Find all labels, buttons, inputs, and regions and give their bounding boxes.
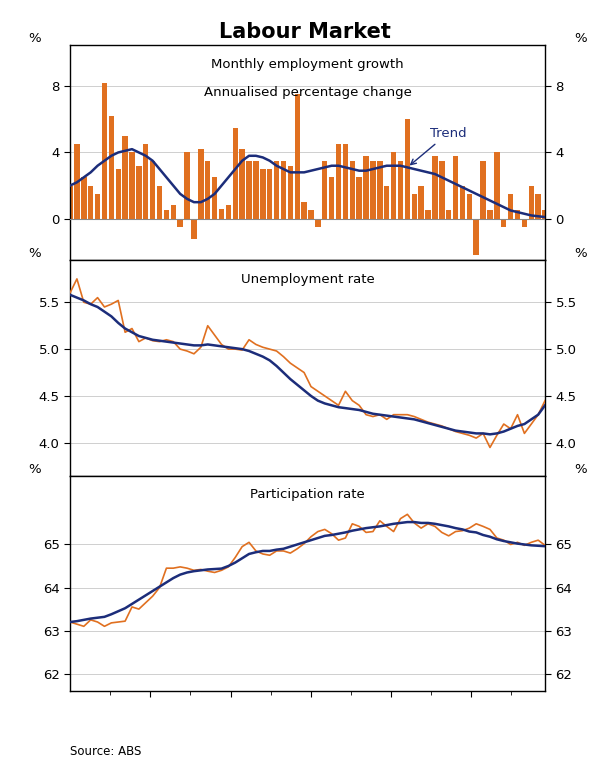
Text: Annualised percentage change: Annualised percentage change bbox=[203, 86, 412, 99]
Bar bbox=[198, 149, 203, 218]
Bar bbox=[535, 194, 541, 218]
Bar bbox=[350, 161, 355, 218]
Bar bbox=[205, 161, 211, 218]
Bar bbox=[260, 169, 266, 218]
Bar bbox=[494, 153, 499, 218]
Bar bbox=[219, 208, 224, 218]
Bar bbox=[418, 185, 424, 218]
Bar bbox=[460, 185, 465, 218]
Bar bbox=[81, 178, 86, 218]
Bar bbox=[253, 161, 259, 218]
Bar bbox=[116, 169, 121, 218]
Text: Participation rate: Participation rate bbox=[250, 489, 365, 502]
Bar bbox=[68, 185, 72, 218]
Bar bbox=[150, 161, 155, 218]
Bar bbox=[377, 161, 382, 218]
Text: Labour Market: Labour Market bbox=[219, 22, 390, 42]
Bar bbox=[287, 166, 293, 218]
Bar bbox=[439, 161, 445, 218]
Bar bbox=[481, 161, 486, 218]
Bar bbox=[308, 211, 314, 218]
Bar bbox=[336, 144, 341, 218]
Bar bbox=[177, 218, 183, 227]
Text: Seasonally adjusted: Seasonally adjusted bbox=[199, 286, 332, 299]
Bar bbox=[384, 185, 389, 218]
Bar bbox=[398, 161, 403, 218]
Bar bbox=[329, 178, 334, 218]
Bar bbox=[522, 218, 527, 227]
Bar bbox=[164, 211, 169, 218]
Bar bbox=[412, 194, 417, 218]
Bar bbox=[515, 211, 520, 218]
Bar bbox=[191, 218, 197, 239]
Text: %: % bbox=[28, 462, 41, 476]
Bar bbox=[529, 185, 534, 218]
Bar bbox=[233, 127, 238, 218]
Text: %: % bbox=[574, 462, 587, 476]
Bar bbox=[543, 211, 547, 218]
Bar bbox=[508, 194, 513, 218]
Bar bbox=[212, 178, 217, 218]
Bar bbox=[95, 194, 100, 218]
Bar bbox=[157, 185, 162, 218]
Bar bbox=[122, 136, 128, 218]
Bar bbox=[281, 161, 286, 218]
Bar bbox=[432, 156, 438, 218]
Text: Source: ABS: Source: ABS bbox=[70, 745, 141, 758]
Bar bbox=[322, 161, 328, 218]
Bar bbox=[446, 211, 451, 218]
Bar bbox=[88, 185, 93, 218]
Bar bbox=[129, 153, 135, 218]
Bar bbox=[343, 144, 348, 218]
Bar bbox=[404, 120, 410, 218]
Text: Trend: Trend bbox=[410, 127, 466, 164]
Bar bbox=[185, 153, 190, 218]
Text: %: % bbox=[28, 247, 41, 260]
Bar bbox=[425, 211, 431, 218]
Bar bbox=[136, 166, 142, 218]
Bar bbox=[171, 205, 176, 218]
Bar bbox=[274, 161, 280, 218]
Bar bbox=[466, 194, 472, 218]
Bar bbox=[143, 144, 149, 218]
Bar bbox=[74, 144, 80, 218]
Bar bbox=[295, 94, 300, 218]
Bar bbox=[370, 161, 376, 218]
Text: Monthly employment growth: Monthly employment growth bbox=[211, 58, 404, 71]
Bar bbox=[501, 218, 507, 227]
Bar bbox=[102, 83, 107, 218]
Text: Unemployment rate: Unemployment rate bbox=[241, 273, 375, 286]
Bar bbox=[473, 218, 479, 256]
Bar bbox=[356, 178, 362, 218]
Text: %: % bbox=[28, 32, 41, 45]
Bar bbox=[487, 211, 493, 218]
Bar bbox=[246, 161, 252, 218]
Bar bbox=[453, 156, 459, 218]
Bar bbox=[364, 156, 369, 218]
Bar bbox=[267, 169, 272, 218]
Bar bbox=[391, 153, 396, 218]
Bar bbox=[239, 149, 245, 218]
Bar bbox=[315, 218, 320, 227]
Bar bbox=[108, 116, 114, 218]
Bar bbox=[301, 202, 307, 218]
Text: %: % bbox=[574, 247, 587, 260]
Bar bbox=[226, 205, 231, 218]
Text: %: % bbox=[574, 32, 587, 45]
